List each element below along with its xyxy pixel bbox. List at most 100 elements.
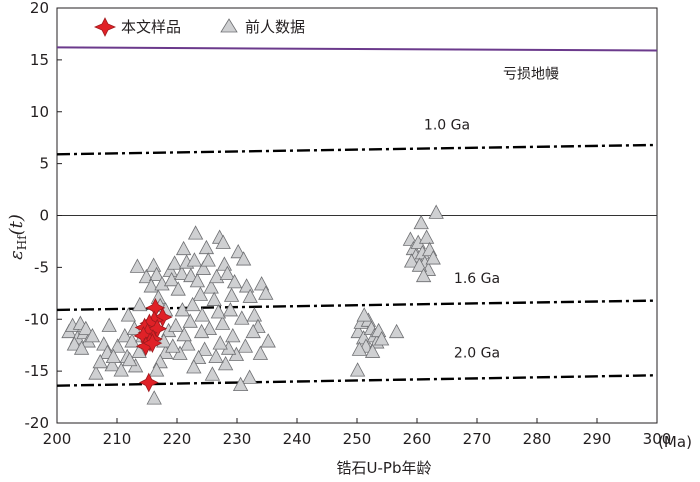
x-tick-label: 220: [163, 430, 192, 448]
triangle-point: [411, 257, 428, 272]
triangle-point: [132, 296, 148, 312]
triangle-point: [172, 345, 188, 360]
annotation-label: 1.6 Ga: [454, 271, 500, 287]
triangle-point: [148, 362, 165, 377]
triangle-point: [120, 307, 137, 322]
diamond-point: [142, 333, 163, 354]
reference-line-1.0-Ga: [56, 143, 658, 156]
triangle-point: [143, 278, 159, 293]
triangle-point: [242, 288, 258, 303]
triangle-point: [351, 341, 368, 356]
triangle-point: [217, 356, 234, 371]
triangle-point: [253, 276, 270, 291]
triangle-point: [225, 328, 241, 343]
triangle-point: [186, 252, 203, 267]
diamond-point: [152, 307, 173, 328]
triangle-point: [245, 323, 261, 339]
triangle-point: [174, 265, 190, 281]
legend: 本文样品 前人数据: [93, 17, 305, 37]
annotation-label: 1.0 Ga: [424, 117, 470, 133]
reference-line-2.0-Ga: [56, 374, 658, 387]
triangle-point: [104, 357, 120, 372]
triangle-point: [208, 348, 224, 364]
triangle-point: [349, 362, 366, 377]
triangle-point: [237, 338, 254, 353]
triangle-point: [101, 317, 117, 332]
triangle-point: [428, 204, 444, 219]
triangle-point: [88, 365, 104, 380]
x-tick-label: 240: [283, 430, 312, 448]
triangle-point: [241, 369, 258, 384]
triangle-point: [146, 390, 162, 405]
x-tick-label: 230: [223, 430, 252, 448]
y-axis-title-epsilon: ε: [6, 250, 27, 260]
triangle-point: [78, 320, 94, 335]
legend-label-previous: 前人数据: [245, 18, 305, 36]
data-points: [61, 204, 444, 405]
y-tick-label: -10: [25, 310, 50, 328]
triangle-point: [203, 279, 219, 294]
y-tick-label: 0: [39, 207, 49, 225]
legend-triangle-marker: [220, 18, 238, 33]
triangle-point: [184, 296, 201, 312]
triangle-point: [198, 239, 215, 255]
triangle-point: [210, 304, 227, 319]
triangle-point: [84, 328, 101, 343]
triangle-point: [189, 273, 206, 288]
legend-diamond-marker: [93, 17, 117, 37]
triangle-point: [148, 266, 165, 282]
x-tick-label: 300: [643, 430, 672, 448]
y-axis-title-arg: (t): [6, 214, 27, 235]
triangle-point: [168, 317, 184, 332]
triangle-point: [192, 286, 209, 301]
x-tick-label: 280: [523, 430, 552, 448]
svg-text:εHf(t): εHf(t): [6, 214, 29, 260]
triangle-point: [183, 267, 199, 283]
triangle-point: [193, 323, 210, 339]
y-tick-label: 10: [30, 103, 49, 121]
triangle-point: [180, 336, 196, 351]
legend-label-samples: 本文样品: [121, 18, 181, 36]
triangle-point: [194, 307, 210, 322]
triangle-point: [356, 307, 372, 322]
annotation-label: 亏损地幔: [503, 67, 559, 83]
diamond-point: [138, 372, 159, 393]
triangle-point: [92, 353, 108, 369]
y-axis-title-subscript: Hf: [15, 234, 29, 250]
triangle-point: [182, 313, 198, 328]
triangle-point: [109, 338, 126, 353]
triangle-point: [73, 340, 90, 355]
triangle-point: [388, 323, 405, 339]
triangle-point: [131, 343, 147, 358]
x-tick-label: 270: [463, 430, 492, 448]
triangle-point: [212, 335, 228, 350]
triangle-point: [246, 307, 263, 322]
triangle-point: [166, 255, 183, 270]
triangle-point: [113, 362, 129, 377]
triangle-point: [226, 274, 243, 289]
triangle-point: [260, 333, 276, 348]
triangle-point: [418, 229, 435, 244]
triangle-point: [121, 351, 138, 367]
triangle-point: [175, 240, 192, 256]
triangle-point: [190, 349, 207, 365]
x-tick-label: 210: [103, 430, 132, 448]
x-axis-title: 锆石U-Pb年龄: [337, 459, 432, 477]
triangle-point: [204, 366, 221, 381]
triangle-point: [176, 326, 192, 342]
x-tick-label: 260: [403, 430, 432, 448]
y-tick-label: -5: [34, 258, 49, 276]
y-tick-label: 20: [30, 0, 49, 17]
reference-line-亏损地幔: [56, 46, 658, 52]
triangle-point: [187, 225, 204, 240]
y-tick-label: 15: [30, 51, 49, 69]
triangle-point: [219, 265, 236, 281]
axis-ticks: 200 210 220 230 240 250 260 270 280 290 300 20 15 10 5…: [25, 0, 672, 448]
triangle-point: [129, 258, 146, 273]
annotation-label: 2.0 Ga: [454, 346, 500, 362]
triangle-point: [170, 281, 186, 296]
triangle-point: [214, 315, 231, 330]
triangle-point: [230, 243, 246, 259]
y-tick-label: 5: [39, 155, 49, 173]
